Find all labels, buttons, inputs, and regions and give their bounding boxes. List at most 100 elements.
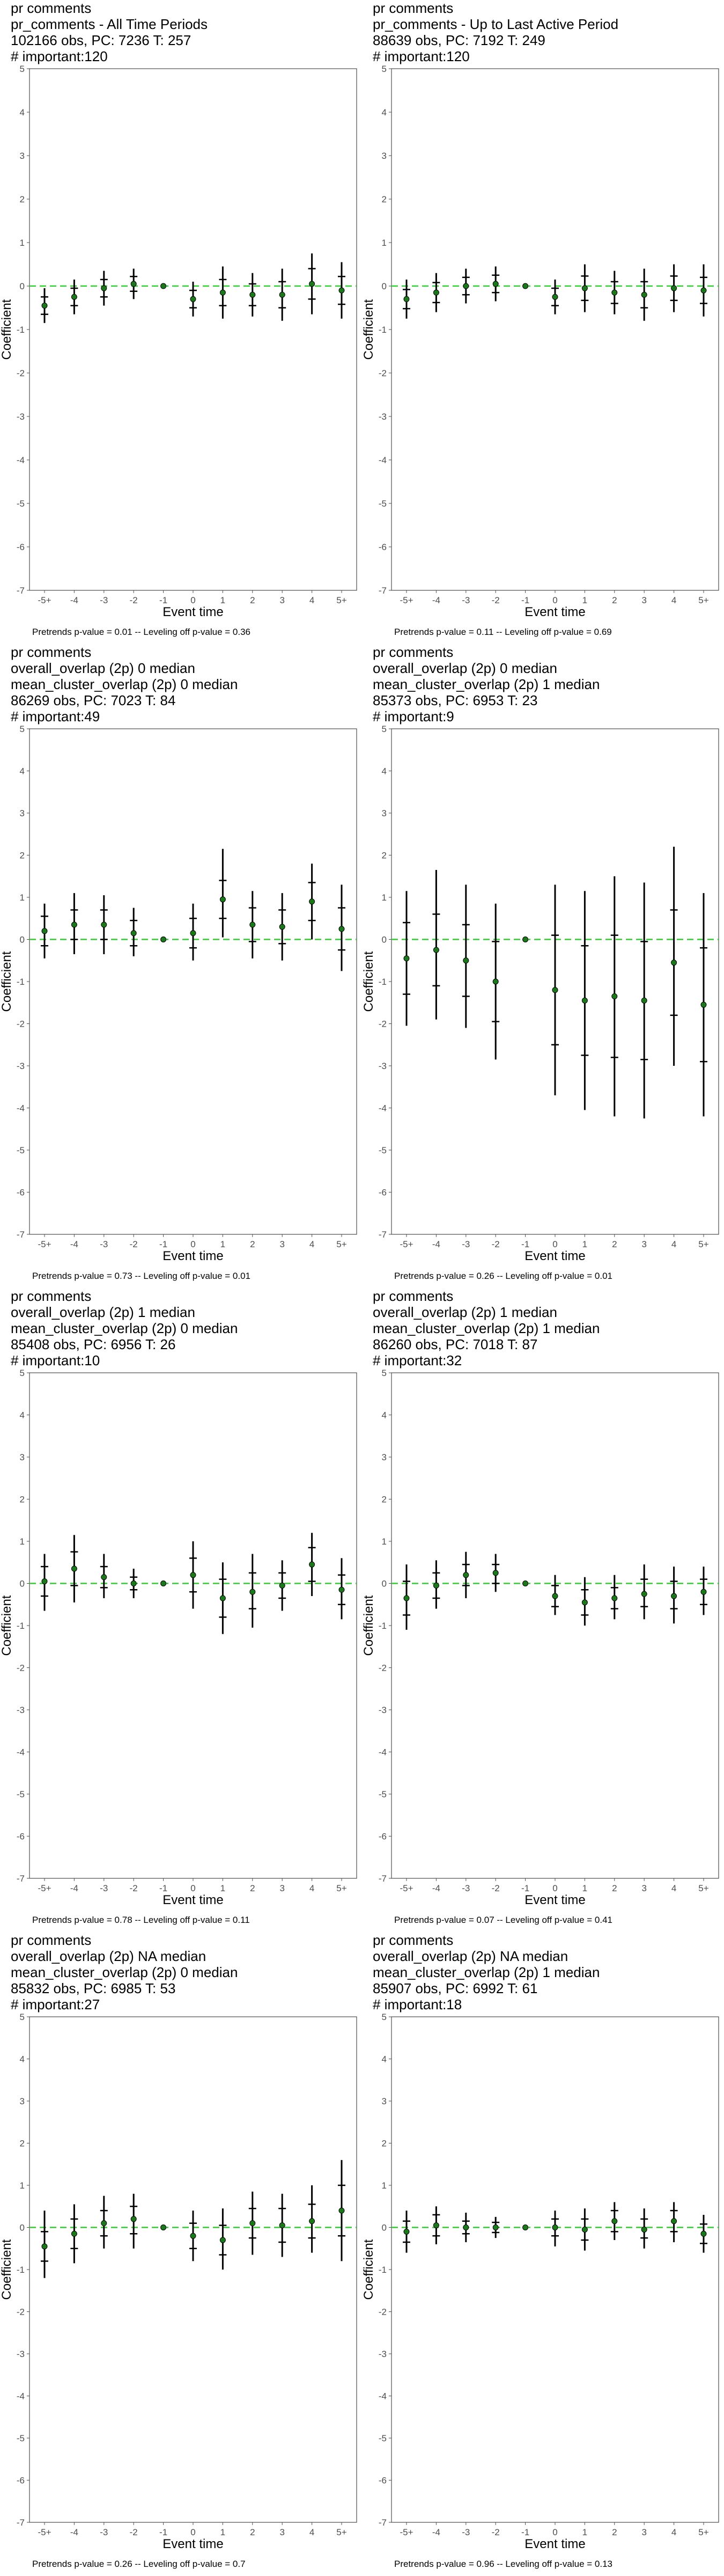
estimate-point <box>700 1001 707 1008</box>
y-tick-label: -2 <box>379 1663 387 1673</box>
x-tick-label: -1 <box>521 595 529 605</box>
x-tick-label: 0 <box>552 1883 557 1893</box>
x-axis-title: Event time <box>524 1249 585 1263</box>
y-tick-label: 0 <box>382 1579 387 1589</box>
y-tick-label: 3 <box>20 2096 25 2106</box>
chart-title-line: mean_cluster_overlap (2p) 1 median <box>373 1320 600 1336</box>
x-tick-label: -2 <box>130 595 138 605</box>
y-tick-label: -6 <box>379 542 387 552</box>
x-axis-title: Event time <box>162 1893 223 1907</box>
x-tick-label: 2 <box>612 1883 617 1893</box>
x-tick-label: -5+ <box>400 1883 413 1893</box>
estimate-point <box>403 2228 410 2235</box>
x-tick-label: 3 <box>279 1239 284 1249</box>
y-tick-label: -5 <box>379 1789 387 1799</box>
y-tick-label: 5 <box>382 724 387 734</box>
x-tick-label: 3 <box>279 1883 284 1893</box>
y-tick-label: 0 <box>382 935 387 945</box>
x-tick-label: -4 <box>70 1883 78 1893</box>
x-tick-label: 5+ <box>698 1239 708 1249</box>
plot-frame <box>29 1372 357 1879</box>
chart-panel: pr comments overall_overlap (2p) 0 median… <box>0 644 362 1288</box>
y-tick-label: -6 <box>17 1188 25 1198</box>
x-tick-label: 0 <box>190 1883 195 1893</box>
x-tick-label: -4 <box>70 2527 78 2537</box>
x-tick-label: -2 <box>492 595 500 605</box>
y-tick-label: -5 <box>379 2433 387 2443</box>
estimate-point <box>338 926 345 932</box>
x-tick-label: 2 <box>250 1239 255 1249</box>
y-tick-label: -7 <box>17 1230 25 1240</box>
estimate-point <box>219 2237 226 2243</box>
chart-title-line: 88639 obs, PC: 7192 T: 249 <box>373 32 545 48</box>
chart-title-line: # important:120 <box>11 48 108 64</box>
x-tick-label: -2 <box>130 1883 138 1893</box>
x-tick-label: -3 <box>100 595 108 605</box>
chart-title-line: 85408 obs, PC: 6956 T: 26 <box>11 1336 176 1352</box>
y-tick-label: 5 <box>382 64 387 74</box>
x-tick-label: 4 <box>671 595 676 605</box>
y-tick-label: -5 <box>17 1145 25 1155</box>
estimate-point <box>641 291 647 298</box>
chart-title-line: # important:18 <box>373 1996 462 2012</box>
estimate-point <box>249 2220 256 2227</box>
estimate-point <box>403 955 410 962</box>
x-tick-label: 4 <box>671 1883 676 1893</box>
estimate-point <box>552 294 558 300</box>
y-tick-label: -4 <box>17 1747 25 1758</box>
y-tick-label: -1 <box>17 1621 25 1631</box>
x-tick-label: 1 <box>582 595 587 605</box>
x-tick-label: 4 <box>309 2527 314 2537</box>
x-tick-label: -5+ <box>400 2527 413 2537</box>
y-tick-label: -3 <box>379 2349 387 2359</box>
x-tick-label: 5+ <box>698 1883 708 1893</box>
y-tick-label: -6 <box>379 1832 387 1842</box>
chart-title-line: # important:9 <box>373 708 454 724</box>
x-tick-label: -3 <box>100 2527 108 2537</box>
estimate-point <box>463 2224 469 2230</box>
y-tick-label: 2 <box>20 1495 25 1505</box>
x-tick-label: 4 <box>671 1239 676 1249</box>
y-tick-label: -7 <box>379 1230 387 1240</box>
estimate-point <box>130 1580 137 1586</box>
chart-title-line: pr comments <box>11 0 92 16</box>
x-tick-label: 0 <box>552 595 557 605</box>
estimate-point <box>160 936 167 942</box>
chart-panel: pr comments overall_overlap (2p) 0 median… <box>361 644 724 1288</box>
y-axis-title: Coefficient <box>0 299 14 360</box>
chart-title-line: 102166 obs, PC: 7236 T: 257 <box>11 32 191 48</box>
chart-title: pr comments overall_overlap (2p) NA media… <box>11 1932 238 2012</box>
estimate-point <box>463 957 469 964</box>
y-tick-label: 3 <box>20 808 25 818</box>
chart-title-line: 86269 obs, PC: 7023 T: 84 <box>11 692 176 708</box>
x-tick-label: -5+ <box>38 2527 51 2537</box>
x-tick-label: -4 <box>432 595 440 605</box>
plot-frame <box>29 728 357 1235</box>
chart-title-line: overall_overlap (2p) 0 median <box>373 660 557 676</box>
x-tick-label: 0 <box>190 595 195 605</box>
x-tick-label: -3 <box>462 595 470 605</box>
y-tick-label: 2 <box>382 194 387 204</box>
y-tick-label: -2 <box>17 2307 25 2317</box>
x-tick-label: -5+ <box>38 595 51 605</box>
pvalue-caption: Pretrends p-value = 0.96 -- Leveling off… <box>394 2559 612 2569</box>
estimate-point <box>700 2230 707 2237</box>
y-tick-label: -5 <box>379 499 387 509</box>
estimate-point <box>522 936 529 942</box>
y-tick-label: 4 <box>382 107 387 118</box>
chart-panel: pr comments overall_overlap (2p) 1 median… <box>361 1288 724 1932</box>
pvalue-caption: Pretrends p-value = 0.01 -- Leveling off… <box>32 627 250 637</box>
plot-frame <box>391 1372 719 1879</box>
x-tick-label: -2 <box>492 2527 500 2537</box>
y-tick-label: -7 <box>379 1874 387 1884</box>
x-tick-label: 3 <box>641 1883 646 1893</box>
estimate-point <box>671 1593 677 1599</box>
x-axis-title: Event time <box>524 605 585 619</box>
y-axis-title: Coefficient <box>361 1595 376 1656</box>
chart-title-line: pr comments <box>373 1288 454 1304</box>
estimate-point <box>552 987 558 993</box>
y-tick-label: 4 <box>382 766 387 777</box>
y-tick-label: -2 <box>17 1663 25 1673</box>
estimate-point <box>581 1599 588 1606</box>
x-tick-label: 0 <box>190 1239 195 1249</box>
